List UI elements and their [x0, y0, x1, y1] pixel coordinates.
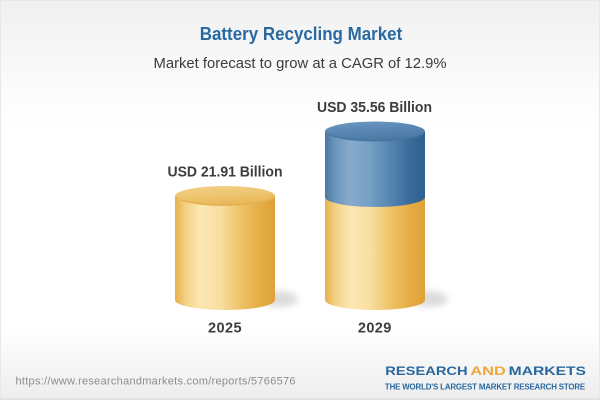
svg-text:USD 21.91 Billion: USD 21.91 Billion [168, 163, 283, 180]
svg-text:USD 35.56 Billion: USD 35.56 Billion [317, 99, 432, 116]
svg-text:MARKETS: MARKETS [509, 364, 586, 378]
svg-text:Battery Recycling Market: Battery Recycling Market [200, 24, 403, 44]
svg-text:THE WORLD'S LARGEST MARKET RES: THE WORLD'S LARGEST MARKET RESEARCH STOR… [385, 382, 585, 391]
svg-text:AND: AND [470, 364, 506, 378]
svg-text:RESEARCH: RESEARCH [385, 364, 467, 378]
svg-text:2029: 2029 [358, 320, 392, 336]
svg-text:2025: 2025 [208, 320, 242, 336]
svg-text:Market forecast to grow at a C: Market forecast to grow at a CAGR of 12.… [154, 56, 447, 72]
svg-text:https://www.researchandmarkets: https://www.researchandmarkets.com/repor… [16, 376, 296, 388]
